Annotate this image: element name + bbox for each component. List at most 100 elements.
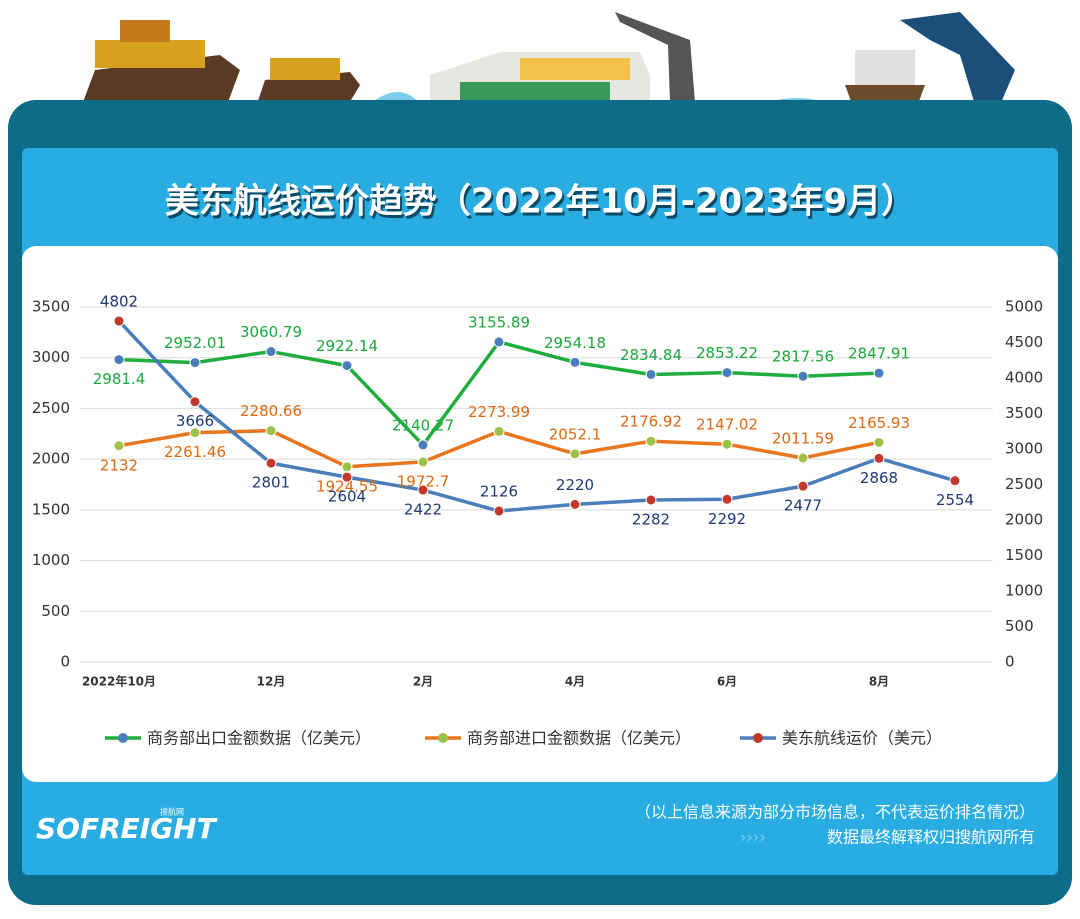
- marker: [873, 367, 885, 379]
- legend-label: 商务部出口金额数据（亿美元）: [147, 729, 371, 748]
- marker: [797, 452, 809, 464]
- data-label: 4802: [100, 293, 138, 311]
- marker: [645, 494, 657, 506]
- x-tick-label: 8月: [869, 675, 889, 689]
- marker: [493, 425, 505, 437]
- x-tick-label: 2022年10月: [82, 674, 156, 689]
- marker: [189, 357, 201, 369]
- y-tick-label: 3000: [32, 348, 70, 366]
- data-label: 2220: [556, 476, 594, 494]
- x-tick-label: 12月: [257, 675, 286, 689]
- y-tick-label: 1500: [32, 500, 70, 518]
- data-label: 2147.02: [696, 416, 758, 434]
- logo: SOFREIGHT: [36, 812, 218, 845]
- y-tick-label: 2000: [32, 450, 70, 468]
- y2-tick-label: 1000: [1005, 582, 1043, 600]
- title-shadow: 美东航线运价趋势（2022年10月-2023年9月）: [167, 185, 917, 225]
- data-label: 2981.4: [93, 370, 146, 388]
- footer-arrows: ››››: [740, 828, 766, 847]
- marker: [873, 436, 885, 448]
- data-label: 2817.56: [772, 348, 834, 366]
- marker: [797, 480, 809, 492]
- data-label: 2132: [100, 456, 138, 474]
- marker: [645, 435, 657, 447]
- data-label: 2052.1: [549, 425, 602, 443]
- y2-tick-label: 3500: [1005, 404, 1043, 422]
- marker: [873, 452, 885, 464]
- footer-rights: 数据最终解释权归搜航网所有: [827, 828, 1035, 847]
- data-label: 2126: [480, 483, 518, 501]
- y2-tick-label: 500: [1005, 617, 1034, 635]
- data-label: 2273.99: [468, 403, 530, 421]
- marker: [113, 315, 125, 327]
- marker: [417, 484, 429, 496]
- y-tick-label: 3500: [32, 298, 70, 316]
- data-label: 2011.59: [772, 429, 834, 447]
- data-label: 2868: [860, 469, 898, 487]
- y-tick-label: 1000: [32, 551, 70, 569]
- y2-tick-label: 3000: [1005, 440, 1043, 458]
- plot: 0 500 1000 1500 2000 2500 3000 3500 0 500 1000 1500…: [32, 293, 1043, 748]
- data-label: 2847.91: [848, 345, 910, 363]
- data-label: 2292: [708, 510, 746, 528]
- marker: [417, 439, 429, 451]
- marker: [113, 440, 125, 452]
- data-label: 2954.18: [544, 334, 606, 352]
- x-tick-label: 2月: [413, 675, 433, 689]
- marker: [949, 475, 961, 487]
- marker: [265, 346, 277, 358]
- marker: [341, 461, 353, 473]
- chart-card: [22, 246, 1058, 782]
- data-label: 2604: [328, 488, 366, 506]
- data-label: 2140.27: [392, 416, 454, 434]
- footer-note: （以上信息来源为部分市场信息，不代表运价排名情况）: [635, 803, 1035, 822]
- marker: [569, 448, 581, 460]
- legend-label: 美东航线运价（美元）: [782, 729, 942, 748]
- marker: [721, 493, 733, 505]
- marker: [265, 425, 277, 437]
- data-label: 2282: [632, 510, 670, 528]
- marker: [493, 336, 505, 348]
- data-label: 2280.66: [240, 402, 302, 420]
- y-tick-label: 500: [41, 602, 70, 620]
- data-label: 2554: [936, 491, 974, 509]
- marker: [189, 396, 201, 408]
- data-label: 2422: [404, 501, 442, 519]
- data-label: 2834.84: [620, 346, 682, 364]
- marker: [265, 457, 277, 469]
- marker: [645, 368, 657, 380]
- y2-tick-label: 0: [1005, 653, 1015, 671]
- marker: [113, 354, 125, 366]
- marker: [569, 498, 581, 510]
- data-label: 1972.7: [397, 472, 450, 490]
- y2-tick-label: 5000: [1005, 298, 1043, 316]
- y-tick-label: 0: [60, 653, 70, 671]
- marker: [569, 356, 581, 368]
- x-tick-label: 6月: [717, 675, 737, 689]
- data-label: 2801: [252, 474, 290, 492]
- data-label: 2853.22: [696, 344, 758, 362]
- legend-marker: [753, 733, 763, 743]
- y2-tick-label: 4500: [1005, 333, 1043, 351]
- marker: [341, 360, 353, 372]
- marker: [189, 427, 201, 439]
- data-label: 3155.89: [468, 313, 530, 331]
- data-label: 2922.14: [316, 337, 378, 355]
- data-label: 2952.01: [164, 334, 226, 352]
- data-label: 2261.46: [164, 443, 226, 461]
- marker: [797, 370, 809, 382]
- chart-title: 美东航线运价趋势（2022年10月-2023年9月）: [165, 182, 915, 222]
- legend-label: 商务部进口金额数据（亿美元）: [467, 729, 691, 748]
- data-label: 2477: [784, 497, 822, 515]
- data-label: 2176.92: [620, 413, 682, 431]
- y-tick-label: 2500: [32, 399, 70, 417]
- data-label: 1924.55: [316, 477, 378, 495]
- y2-tick-label: 1500: [1005, 546, 1043, 564]
- data-label: 2165.93: [848, 414, 910, 432]
- y2-tick-label: 4000: [1005, 369, 1043, 387]
- data-label: 3666: [176, 412, 214, 430]
- marker: [721, 438, 733, 450]
- data-label: 3060.79: [240, 323, 302, 341]
- logo-sub: 搜航网: [160, 807, 184, 817]
